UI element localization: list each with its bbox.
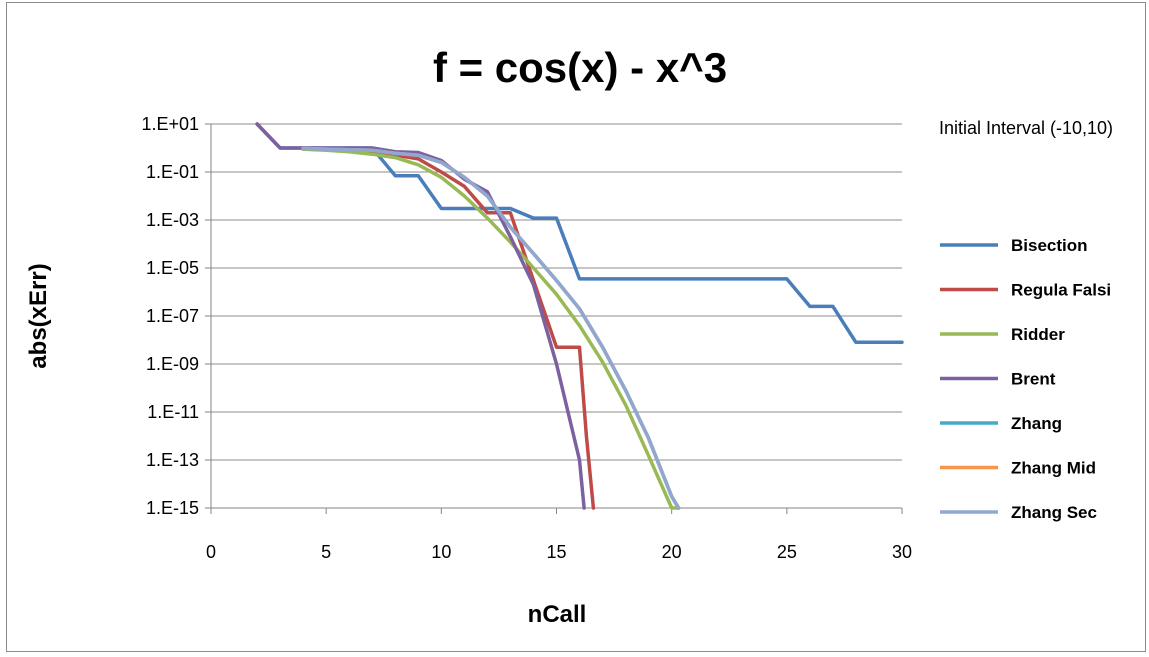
legend-label-zhang: Zhang bbox=[1011, 414, 1062, 433]
y-tick-label: 1.E-09 bbox=[146, 354, 199, 374]
y-tick-label: 1.E-01 bbox=[146, 162, 199, 182]
x-tick-label: 25 bbox=[777, 542, 797, 562]
chart-area bbox=[6, 2, 1146, 652]
y-tick-label: 1.E-07 bbox=[146, 306, 199, 326]
legend-label-bisection: Bisection bbox=[1011, 236, 1088, 255]
x-tick-label: 20 bbox=[662, 542, 682, 562]
chart-annotation: Initial Interval (-10,10) bbox=[939, 118, 1113, 138]
x-tick-label: 30 bbox=[892, 542, 912, 562]
x-tick-label: 15 bbox=[546, 542, 566, 562]
y-tick-label: 1.E-11 bbox=[147, 402, 199, 422]
y-tick-label: 1.E-05 bbox=[146, 258, 199, 278]
x-axis-ticks: 0 5 10 15 20 25 30 bbox=[206, 508, 912, 562]
x-tick-label: 10 bbox=[431, 542, 451, 562]
series-lines bbox=[255, 122, 904, 510]
legend-label-ridder: Ridder bbox=[1011, 325, 1065, 344]
y-axis-ticks: 1.E+01 1.E-01 1.E-03 1.E-05 1.E-07 1.E-09 1.E-… bbox=[141, 114, 211, 518]
series-line-zhang-sec bbox=[301, 146, 681, 510]
y-axis-title: abs(xErr) bbox=[25, 263, 52, 368]
x-tick-label: 5 bbox=[321, 542, 331, 562]
series-line-regula-falsi bbox=[301, 147, 596, 510]
y-tick-label: 1.E+01 bbox=[141, 114, 199, 134]
x-axis-title: nCall bbox=[528, 601, 587, 628]
y-tick-label: 1.E-03 bbox=[146, 210, 199, 230]
legend-label-zhang-sec: Zhang Sec bbox=[1011, 503, 1097, 522]
x-tick-label: 0 bbox=[206, 542, 216, 562]
chart-title: f = cos(x) - x^3 bbox=[433, 44, 727, 91]
series-line-ridder bbox=[301, 147, 681, 510]
gridlines bbox=[210, 123, 902, 509]
legend: Bisection Regula Falsi Ridder Brent Zhang Zha… bbox=[940, 236, 1111, 522]
legend-label-regula-falsi: Regula Falsi bbox=[1011, 281, 1111, 300]
y-tick-label: 1.E-15 bbox=[146, 498, 199, 518]
y-tick-label: 1.E-13 bbox=[146, 450, 199, 470]
legend-label-zhang-mid: Zhang Mid bbox=[1011, 459, 1096, 478]
legend-label-brent: Brent bbox=[1011, 370, 1056, 389]
